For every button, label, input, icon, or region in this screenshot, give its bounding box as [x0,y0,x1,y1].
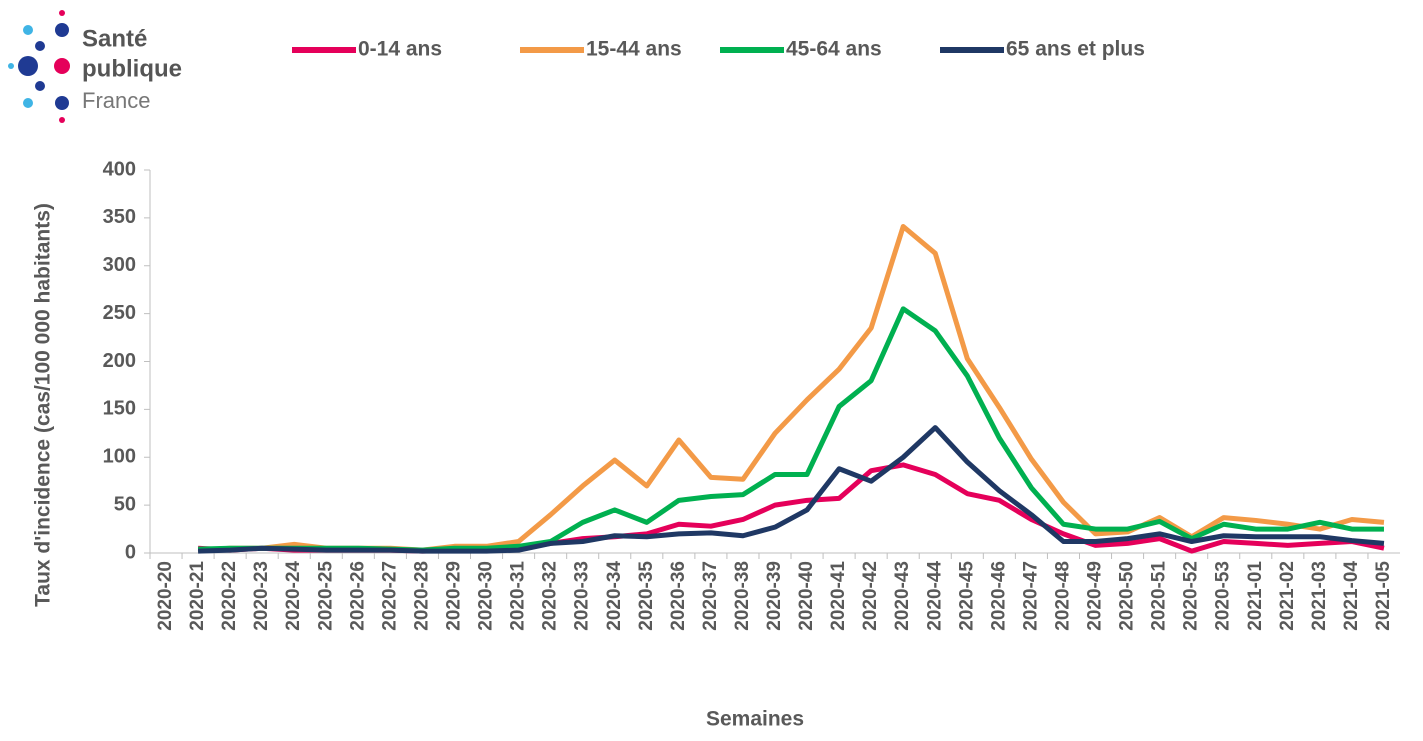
x-tick-label: 2021-01 [1245,561,1266,631]
y-tick-label: 50 [114,493,136,515]
x-axis-title: Semaines [706,708,804,731]
logo-dot [54,58,70,74]
x-tick-label: 2021-03 [1309,561,1330,631]
x-tick-label: 2020-26 [347,561,368,631]
y-tick-label: 400 [103,158,136,180]
logo-dot [55,96,69,110]
x-tick-label: 2020-43 [892,561,913,631]
x-tick-label: 2020-25 [315,561,336,631]
logo-dot [59,10,65,16]
x-tick-label: 2020-40 [796,561,817,631]
logo-text: Santé [82,25,147,52]
logo-dot [55,23,69,37]
y-tick-label: 200 [103,350,136,372]
x-tick-label: 2020-50 [1117,561,1138,631]
x-tick-label: 2020-20 [155,561,176,631]
x-tick-label: 2020-48 [1052,561,1073,631]
x-tick-label: 2020-22 [219,561,240,631]
logo-dot [23,98,33,108]
x-tick-label: 2020-52 [1181,561,1202,631]
x-tick-label: 2020-51 [1149,561,1170,631]
x-tick-label: 2021-04 [1341,561,1362,631]
logo-dot [8,63,14,69]
x-tick-label: 2020-38 [732,561,753,631]
x-tick-label: 2020-27 [379,561,400,631]
data-line [198,425,1385,554]
legend-label: 15-44 ans [586,38,682,61]
x-tick-label: 2020-34 [604,561,625,631]
y-tick-label: 100 [103,446,136,468]
data-line [198,306,1384,553]
x-tick-label: 2020-44 [924,561,945,631]
logo-dot [59,117,65,123]
logo-dot [35,41,45,51]
x-tick-label: 2020-42 [860,561,881,631]
x-tick-label: 2020-24 [283,561,304,631]
legend-label: 65 ans et plus [1006,38,1145,61]
y-tick-label: 250 [103,302,136,324]
y-tick-label: 350 [103,206,136,228]
legend-label: 45-64 ans [786,38,882,61]
x-tick-label: 2020-37 [700,561,721,631]
x-tick-label: 2020-39 [764,561,785,631]
x-tick-label: 2020-45 [956,561,977,631]
x-tick-label: 2020-53 [1213,561,1234,631]
logo-text: publique [82,55,182,82]
x-tick-label: 2020-30 [476,561,497,631]
x-tick-label: 2020-41 [828,561,849,631]
logo-dot [18,56,38,76]
x-tick-label: 2020-35 [636,561,657,631]
x-tick-label: 2020-31 [508,561,529,631]
logo-dot [35,81,45,91]
x-tick-label: 2020-32 [540,561,561,631]
x-tick-label: 2020-49 [1085,561,1106,631]
legend-label: 0-14 ans [358,38,442,61]
logo-text: France [82,88,150,113]
y-axis-title: Taux d'incidence (cas/100 000 habitants) [32,203,55,607]
x-tick-label: 2020-46 [988,561,1009,631]
logo: Santé publique France [8,10,182,123]
x-tick-label: 2020-29 [444,561,465,631]
y-tick-label: 0 [125,541,136,563]
x-tick-label: 2020-28 [411,561,432,631]
x-tick-label: 2021-05 [1373,561,1394,631]
x-tick-label: 2020-33 [572,561,593,631]
y-tick-label: 150 [103,398,136,420]
x-tick-label: 2020-36 [668,561,689,631]
x-tick-label: 2020-21 [187,561,208,631]
logo-dot [23,25,33,35]
x-tick-label: 2020-47 [1020,561,1041,631]
y-tick-label: 300 [103,254,136,276]
x-tick-label: 2021-02 [1277,561,1298,631]
x-tick-label: 2020-23 [251,561,272,631]
